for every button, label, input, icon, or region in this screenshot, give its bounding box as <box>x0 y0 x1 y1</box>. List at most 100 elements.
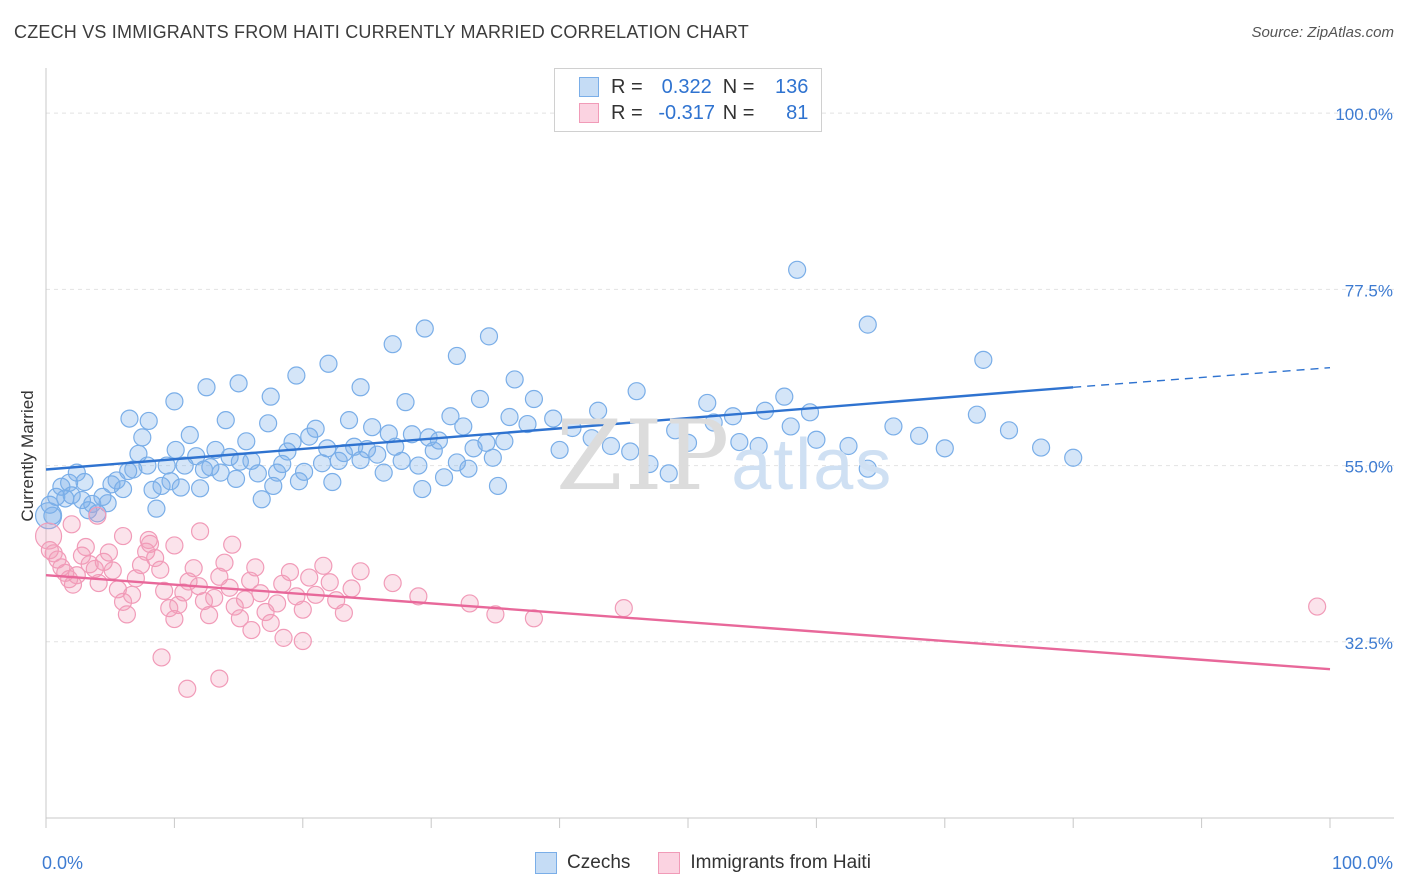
haiti-point <box>194 591 214 611</box>
czechs-point <box>640 454 659 474</box>
haiti-point <box>99 543 119 562</box>
haiti-point <box>251 584 270 603</box>
legend-item-czechs[interactable]: Czechs <box>535 852 630 874</box>
czechs-point <box>775 387 794 406</box>
haiti-trend-line <box>45 574 1331 671</box>
czechs-point <box>589 401 608 420</box>
haiti-point <box>117 605 136 624</box>
czechs-point <box>434 468 454 487</box>
legend-n-label: N = <box>722 101 755 124</box>
haiti-point <box>242 620 261 640</box>
haiti-point <box>85 559 104 579</box>
legend-n-value: 81 <box>786 101 809 124</box>
y-tick-label: 55.0% <box>1345 458 1393 477</box>
haiti-point <box>165 536 184 555</box>
haiti-point <box>342 579 361 598</box>
haiti-point <box>383 573 402 593</box>
haiti-point <box>230 609 249 628</box>
czechs-point <box>339 411 359 430</box>
czechs-point <box>429 431 449 450</box>
czechs-trend-line <box>45 386 1074 471</box>
czechs-point <box>34 502 63 530</box>
czechs-point <box>319 354 338 373</box>
czechs-point <box>447 346 466 366</box>
haiti-point <box>89 573 108 593</box>
legend-n-value: 136 <box>775 75 809 98</box>
haiti-point <box>280 562 300 582</box>
czechs-point <box>441 407 460 426</box>
czechs-point <box>229 374 248 393</box>
czechs-point <box>83 494 102 514</box>
czechs-point <box>294 462 314 481</box>
haiti-point <box>184 559 203 578</box>
czechs-point <box>858 315 877 334</box>
haiti-point <box>62 515 81 534</box>
czechs-point <box>374 463 393 482</box>
czechs-point <box>147 499 166 518</box>
legend-n-label: N = <box>722 75 755 98</box>
czechs-point <box>935 439 954 458</box>
czechs-point <box>201 458 220 477</box>
haiti-point <box>178 679 197 698</box>
correlation-legend: R = 0.322 N = 136 R = -0.317 N = 81 <box>554 68 822 132</box>
czechs-point <box>248 464 267 483</box>
czechs-point <box>967 405 987 424</box>
haiti-point <box>210 669 229 688</box>
czechs-point <box>454 417 473 436</box>
legend-swatch-czechs <box>535 852 558 874</box>
czechs-point <box>479 327 499 346</box>
czechs-point <box>323 472 342 492</box>
czechs-point <box>261 387 280 406</box>
czechs-point <box>518 414 537 434</box>
haiti-point <box>174 583 193 602</box>
czechs-point <box>72 490 92 510</box>
legend-label-czechs: Czechs <box>567 852 631 873</box>
haiti-point <box>122 585 142 604</box>
watermark: ZIPatlas <box>556 400 893 512</box>
legend-label-haiti: Immigrants from Haiti <box>690 852 871 873</box>
legend-item-haiti[interactable]: Immigrants from Haiti <box>658 852 871 874</box>
czechs-point <box>120 409 139 428</box>
czechs-point <box>749 436 768 456</box>
czechs-point <box>839 436 858 456</box>
y-tick-label: 32.5% <box>1345 634 1393 653</box>
legend-r-label: R = <box>611 101 643 124</box>
czechs-point <box>363 418 382 437</box>
czechs-point <box>544 409 563 428</box>
haiti-point <box>1308 597 1327 616</box>
czechs-point <box>139 411 158 431</box>
haiti-point <box>113 526 133 546</box>
czechs-point <box>211 463 230 482</box>
haiti-point <box>165 609 184 629</box>
czechs-point <box>409 456 428 475</box>
czechs-point <box>807 430 826 449</box>
czechs-point <box>999 421 1019 440</box>
czechs-point <box>910 426 929 445</box>
czechs-point <box>220 447 239 467</box>
czechs-point <box>152 476 171 496</box>
haiti-point <box>293 631 312 651</box>
haiti-point <box>320 573 339 592</box>
haiti-point <box>614 599 633 618</box>
legend-swatch-czechs <box>579 77 599 97</box>
czechs-point <box>237 432 256 451</box>
czechs-point <box>788 260 807 279</box>
czechs-point <box>75 472 94 492</box>
haiti-point <box>205 588 224 608</box>
czechs-point <box>698 393 717 413</box>
czechs-point <box>62 486 81 505</box>
haiti-point <box>151 560 170 579</box>
czechs-point <box>424 441 443 460</box>
czechs-point <box>415 319 434 338</box>
x-tick-label: 0.0% <box>42 853 83 873</box>
czechs-point <box>268 463 287 482</box>
czechs-point <box>197 378 216 397</box>
haiti-point <box>246 558 265 577</box>
czechs-point <box>190 479 210 498</box>
czechs-point <box>659 464 678 483</box>
haiti-point <box>88 506 107 525</box>
haiti-point <box>225 597 244 616</box>
legend-row-haiti: R = -0.317 N = 81 <box>579 100 808 126</box>
legend-swatch-haiti <box>579 103 599 123</box>
czechs-point <box>582 429 601 448</box>
